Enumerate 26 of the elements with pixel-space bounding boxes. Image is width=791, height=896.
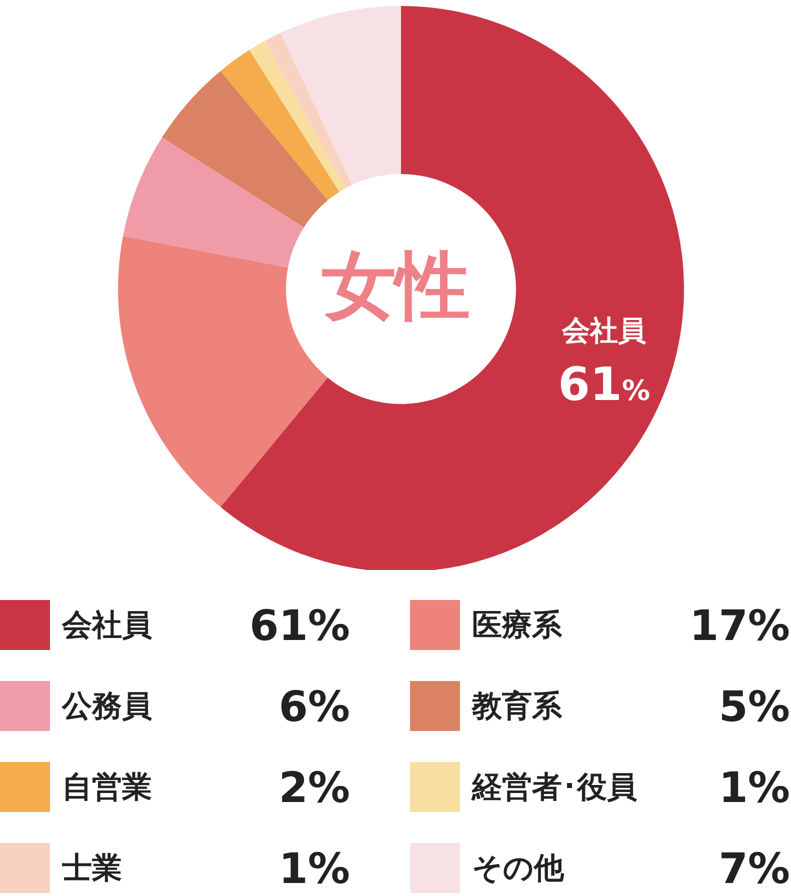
data-label: 61% — [249, 600, 350, 650]
legend-label: その他 — [472, 850, 564, 888]
legend-label: 医療系 — [472, 606, 562, 644]
data-label: 5% — [718, 682, 790, 730]
slice-label: 会社員 — [561, 314, 646, 348]
text: 女性 — [321, 243, 470, 329]
legend-label: 教育系 — [472, 688, 562, 726]
data-label: 7% — [718, 844, 790, 892]
data-label: 1% — [278, 844, 350, 892]
data-label: 1% — [718, 762, 790, 812]
donut-slice — [280, 6, 401, 185]
legend-label: 経営者･役員 — [472, 768, 637, 806]
donut-slice — [123, 137, 304, 268]
donut-slice — [220, 50, 340, 200]
donut-slice — [220, 6, 684, 570]
donut-slice — [264, 32, 352, 188]
data-label: 17% — [689, 600, 790, 650]
donut-slice — [249, 41, 346, 192]
donut-slice — [162, 70, 328, 228]
legend-label: 公務員 — [62, 688, 152, 726]
legend-label: 会社員 — [62, 606, 152, 644]
data-label: 2% — [278, 762, 350, 812]
legend-label: 自営業 — [62, 768, 152, 806]
data-label: 6% — [278, 682, 350, 730]
text: 61% — [558, 357, 650, 412]
legend-label: 士業 — [62, 850, 122, 888]
